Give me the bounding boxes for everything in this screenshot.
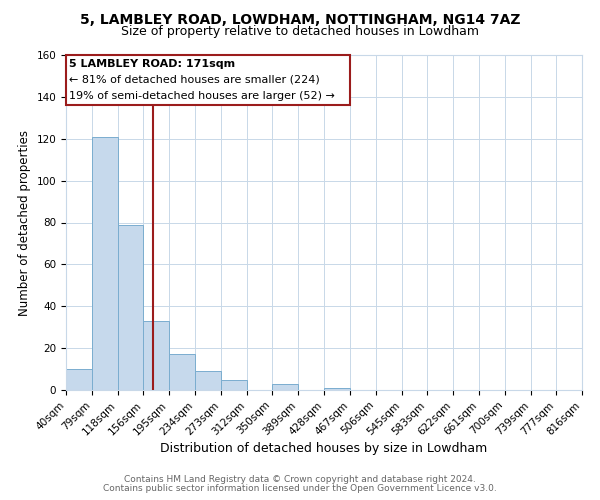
- Bar: [143, 321, 169, 390]
- Text: ← 81% of detached houses are smaller (224): ← 81% of detached houses are smaller (22…: [68, 75, 319, 85]
- Text: Contains HM Land Registry data © Crown copyright and database right 2024.: Contains HM Land Registry data © Crown c…: [124, 475, 476, 484]
- Y-axis label: Number of detached properties: Number of detached properties: [18, 130, 31, 316]
- Bar: [118, 224, 143, 390]
- Text: 5 LAMBLEY ROAD: 171sqm: 5 LAMBLEY ROAD: 171sqm: [68, 59, 235, 69]
- Text: 5, LAMBLEY ROAD, LOWDHAM, NOTTINGHAM, NG14 7AZ: 5, LAMBLEY ROAD, LOWDHAM, NOTTINGHAM, NG…: [80, 12, 520, 26]
- Bar: [221, 380, 247, 390]
- Bar: [66, 55, 350, 106]
- Text: Contains public sector information licensed under the Open Government Licence v3: Contains public sector information licen…: [103, 484, 497, 493]
- Bar: [66, 369, 92, 390]
- Text: Size of property relative to detached houses in Lowdham: Size of property relative to detached ho…: [121, 25, 479, 38]
- X-axis label: Distribution of detached houses by size in Lowdham: Distribution of detached houses by size …: [160, 442, 488, 455]
- Bar: [169, 354, 195, 390]
- Bar: [92, 136, 118, 390]
- Bar: [324, 388, 350, 390]
- Bar: [272, 384, 298, 390]
- Text: 19% of semi-detached houses are larger (52) →: 19% of semi-detached houses are larger (…: [68, 90, 335, 101]
- Bar: [195, 371, 221, 390]
